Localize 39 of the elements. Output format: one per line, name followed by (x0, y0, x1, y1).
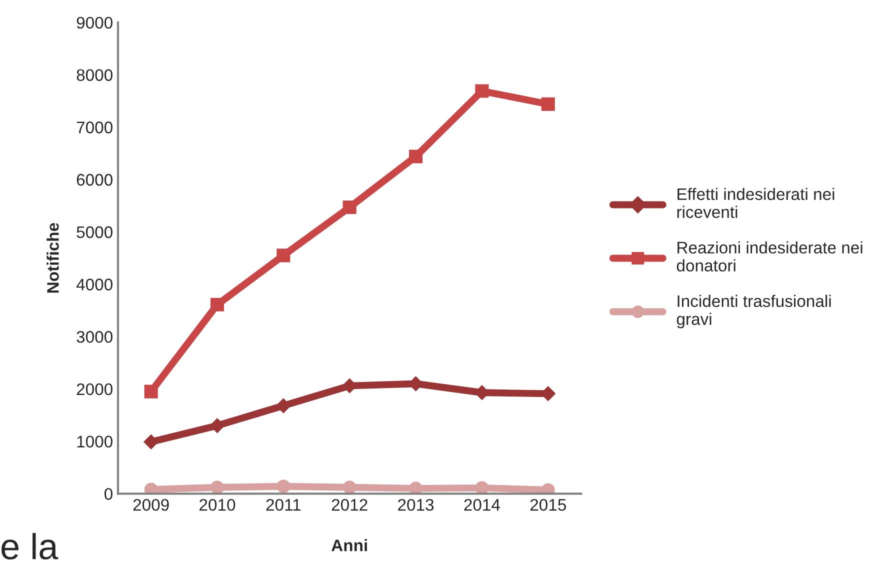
y-tick-label: 4000 (76, 278, 112, 290)
point (210, 418, 225, 434)
point (210, 298, 224, 312)
point (475, 481, 489, 494)
x-tick-label: 2011 (266, 498, 301, 511)
x-tick-label: 2012 (332, 498, 368, 511)
y-tick-label: 0 (104, 488, 112, 500)
point (144, 384, 158, 398)
point (144, 434, 158, 450)
y-tick-label: 9000 (76, 16, 112, 29)
y-tick-label: 5000 (76, 226, 112, 238)
y-tick-label: 1000 (77, 436, 112, 448)
point (276, 398, 291, 414)
y-tick-label: 8000 (76, 69, 112, 82)
point (475, 84, 489, 98)
point (144, 482, 158, 494)
legend-label: Incidenti trasfusionali gravi (676, 294, 831, 328)
y-tick-label: 6000 (76, 174, 112, 186)
y-axis-title: Notifiche (46, 222, 59, 293)
legend-label: Reazioni indesiderate nei donatori (676, 241, 862, 272)
point (276, 248, 290, 262)
x-tick-label: 2010 (200, 498, 236, 511)
y-tick-label: 3000 (76, 331, 112, 343)
text: e la (2, 532, 58, 560)
y-tick-label: 7000 (76, 122, 112, 134)
x-tick-label: 2014 (464, 498, 500, 511)
point (541, 97, 555, 111)
point (276, 480, 290, 494)
point (409, 150, 423, 164)
point (342, 200, 356, 214)
x-tick-label: 2015 (530, 498, 566, 511)
legend-label: Effetti indesiderati nei riceventi (677, 188, 834, 218)
x-tick-label: 2009 (133, 498, 169, 511)
point (342, 480, 356, 494)
point (210, 480, 224, 494)
point (409, 482, 423, 494)
x-tick-label: 2013 (398, 498, 434, 511)
x-axis-title: Anni (332, 539, 367, 552)
y-tick-label: 2000 (76, 383, 112, 396)
